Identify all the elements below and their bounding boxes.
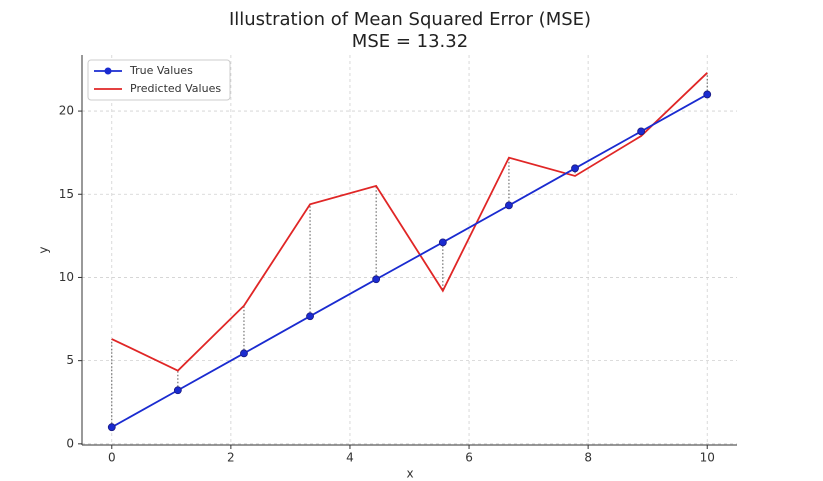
point — [240, 349, 248, 358]
x-tick-label: 2 — [227, 451, 235, 465]
point — [505, 201, 513, 210]
y-axis-label: y — [37, 246, 51, 253]
legend-label: Predicted Values — [130, 82, 221, 95]
legend: True Values Predicted Values — [87, 59, 231, 101]
series-line — [111, 93, 708, 428]
point — [571, 164, 579, 173]
x-tick-label: 0 — [108, 451, 116, 465]
x-tick-label: 10 — [700, 451, 715, 465]
point — [703, 90, 712, 99]
legend-label: True Values — [129, 64, 193, 77]
series-line — [111, 72, 708, 372]
x-axis-label: x — [406, 467, 413, 481]
point — [107, 423, 116, 432]
point — [372, 275, 381, 284]
legend-marker — [104, 67, 112, 75]
point — [173, 386, 182, 395]
y-tick-label: 15 — [59, 187, 74, 201]
legend-box — [87, 59, 231, 101]
y-tick-label: 10 — [59, 270, 74, 284]
point — [306, 312, 314, 321]
y-tick-label: 0 — [66, 436, 74, 450]
chart-subtitle: MSE = 13.32 — [352, 31, 468, 52]
y-tick-label: 5 — [66, 353, 74, 367]
x-tick-label: 6 — [465, 451, 473, 465]
x-tick-label: 8 — [584, 451, 592, 465]
point — [637, 127, 646, 136]
point — [438, 238, 447, 247]
x-tick-label: 4 — [346, 451, 354, 465]
chart-title: Illustration of Mean Squared Error (MSE) — [229, 9, 591, 30]
y-tick-label: 20 — [59, 104, 74, 118]
